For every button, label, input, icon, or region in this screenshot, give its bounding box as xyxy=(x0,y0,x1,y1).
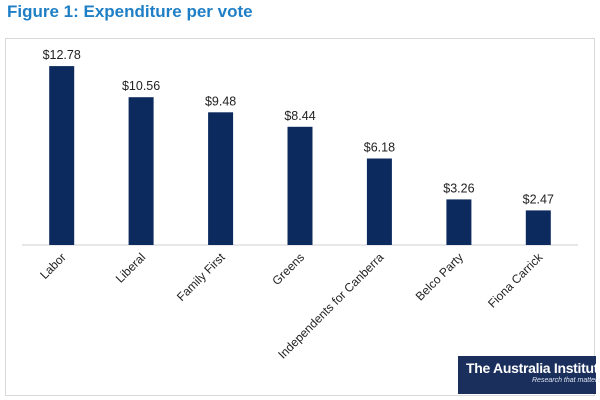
x-tick-label-6: Fiona Carrick xyxy=(485,250,546,311)
logo-tagline: Research that matters. xyxy=(532,377,600,384)
value-label-5: $3.26 xyxy=(443,181,474,195)
bar-3 xyxy=(287,126,313,245)
bar-4 xyxy=(366,158,392,245)
figure-title: Figure 1: Expenditure per vote xyxy=(7,2,253,21)
value-label-4: $6.18 xyxy=(364,141,395,155)
value-label-0: $12.78 xyxy=(43,48,81,62)
bar-2 xyxy=(208,112,234,245)
australia-institute-logo: The Australia Institute Research that ma… xyxy=(458,356,600,394)
value-label-3: $8.44 xyxy=(284,109,315,123)
value-label-6: $2.47 xyxy=(523,192,554,206)
x-tick-labels-layer: Labor Liberal Family First GreensIndependen… xyxy=(37,250,546,362)
bar-0 xyxy=(49,66,75,245)
x-tick-label-0: Labor xyxy=(37,250,69,282)
bar-1 xyxy=(128,97,154,245)
x-tick-label-1: Liberal xyxy=(113,250,148,285)
bar-6 xyxy=(525,210,551,245)
value-label-1: $10.56 xyxy=(122,79,160,93)
logo-name: The Australia Institute xyxy=(466,360,600,376)
value-label-2: $9.48 xyxy=(205,94,236,108)
bars-layer xyxy=(49,66,551,245)
x-tick-label-5: Belco Party xyxy=(413,250,466,303)
x-tick-label-2: Family First xyxy=(174,250,228,304)
bar-5 xyxy=(446,199,472,245)
value-labels-layer: $12.78 $10.56 $9.48 $8.44 $6.18 $3.26 $2.47 xyxy=(43,48,554,206)
x-tick-label-3: Greens xyxy=(269,250,307,288)
